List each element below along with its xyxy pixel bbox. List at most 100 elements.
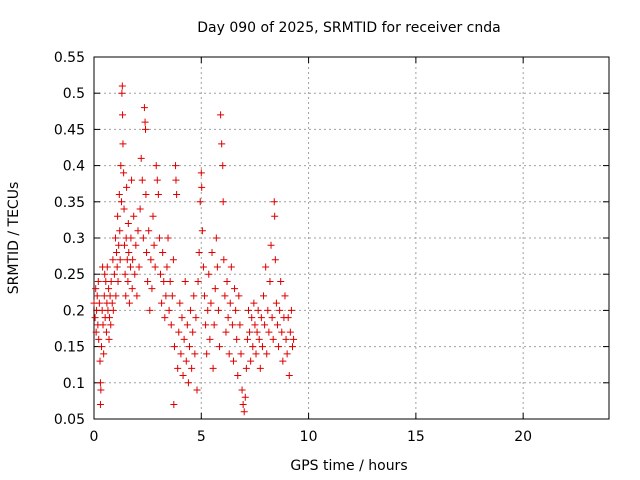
data-point: [145, 227, 153, 235]
data-point: [159, 248, 167, 256]
data-point: [176, 299, 184, 307]
data-point: [119, 111, 127, 119]
data-point: [251, 321, 259, 329]
data-point: [191, 350, 199, 358]
data-point: [97, 386, 105, 394]
data-point: [233, 335, 241, 343]
data-point: [150, 241, 158, 249]
data-point: [105, 335, 113, 343]
data-point: [238, 386, 246, 394]
data-point: [128, 176, 136, 184]
data-point: [184, 379, 192, 387]
data-point: [229, 357, 237, 365]
data-point: [189, 328, 197, 336]
data-point: [267, 241, 275, 249]
data-point: [188, 364, 196, 372]
data-point: [151, 263, 159, 271]
data-point: [185, 343, 193, 351]
axis-ticks: 0.05 0.1 0.15 0.2 0.25 0.3 0.35 0.4 0.45 0.5 0.55 0…: [54, 50, 609, 445]
data-point: [136, 205, 144, 213]
data-point: [96, 379, 104, 387]
data-point: [124, 220, 132, 228]
data-point: [173, 191, 181, 199]
data-point: [271, 256, 279, 264]
data-point: [118, 89, 126, 97]
data-point: [226, 299, 234, 307]
data-point: [255, 335, 263, 343]
data-point: [148, 285, 156, 293]
data-point: [269, 335, 277, 343]
data-point: [158, 299, 166, 307]
data-point: [177, 350, 185, 358]
x-tick-label: 15: [407, 429, 425, 445]
data-point: [161, 314, 169, 322]
data-point: [100, 350, 108, 358]
y-tick-label: 0.45: [54, 122, 85, 138]
data-point: [103, 263, 111, 271]
data-point: [166, 277, 174, 285]
data-point: [195, 248, 203, 256]
data-point: [207, 299, 215, 307]
data-point: [212, 234, 220, 242]
data-point: [179, 372, 187, 380]
data-point: [232, 306, 240, 314]
data-points: [90, 82, 298, 416]
data-point: [205, 270, 213, 278]
data-point: [92, 328, 100, 336]
data-point: [199, 263, 207, 271]
data-point: [140, 104, 148, 112]
data-point: [170, 401, 178, 409]
data-point: [272, 299, 280, 307]
data-point: [231, 285, 239, 293]
data-point: [283, 350, 291, 358]
data-point: [101, 270, 109, 278]
data-point: [141, 118, 149, 126]
data-point: [218, 140, 226, 148]
data-point: [241, 393, 249, 401]
data-point: [142, 125, 149, 133]
data-point: [261, 321, 269, 329]
data-point: [139, 234, 147, 242]
data-point: [107, 321, 115, 329]
data-point: [245, 306, 252, 314]
data-point: [290, 335, 298, 343]
data-point: [115, 191, 123, 199]
data-point: [123, 183, 131, 191]
data-point: [223, 277, 231, 285]
data-point: [190, 292, 198, 300]
y-tick-label: 0.15: [54, 340, 85, 356]
data-point: [98, 343, 106, 351]
data-point: [206, 335, 214, 343]
data-point: [208, 248, 216, 256]
data-point: [132, 241, 140, 249]
data-point: [165, 306, 173, 314]
y-tick-label: 0.05: [54, 412, 85, 428]
y-tick-label: 0.55: [54, 50, 85, 66]
data-point: [167, 321, 175, 329]
data-point: [155, 234, 163, 242]
data-point: [124, 277, 132, 285]
data-point: [146, 306, 154, 314]
x-tick-label: 10: [300, 429, 318, 445]
data-point: [260, 292, 268, 300]
data-point: [219, 162, 227, 170]
data-point: [102, 328, 110, 336]
data-point: [209, 364, 217, 372]
data-point: [170, 343, 178, 351]
data-point: [182, 357, 190, 365]
data-point: [117, 198, 125, 206]
data-point: [96, 401, 104, 409]
data-point: [135, 263, 143, 271]
data-point: [239, 401, 247, 409]
data-point: [198, 183, 206, 191]
data-point: [149, 212, 157, 220]
data-point: [276, 306, 284, 314]
data-point: [133, 292, 141, 300]
data-point: [118, 82, 126, 90]
data-point: [253, 328, 261, 336]
data-point: [234, 372, 242, 380]
data-point: [284, 314, 292, 322]
data-point: [252, 350, 260, 358]
data-point: [285, 372, 293, 380]
